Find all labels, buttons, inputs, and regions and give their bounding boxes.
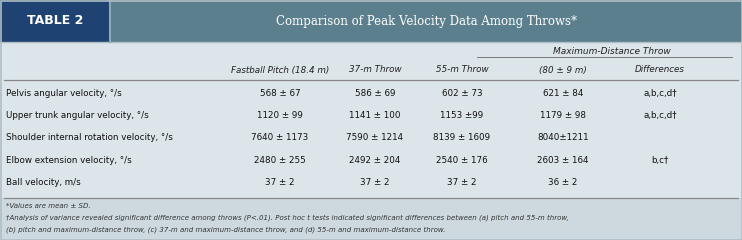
Bar — [0, 42, 742, 198]
Text: *Values are mean ± SD.: *Values are mean ± SD. — [6, 203, 91, 209]
Text: 1179 ± 98: 1179 ± 98 — [540, 111, 586, 120]
Text: Fastball Pitch (18.4 m): Fastball Pitch (18.4 m) — [231, 66, 329, 74]
Text: 2480 ± 255: 2480 ± 255 — [254, 156, 306, 165]
Text: 1120 ± 99: 1120 ± 99 — [257, 111, 303, 120]
Text: †Analysis of variance revealed significant difference among throws (P<.01). Post: †Analysis of variance revealed significa… — [6, 215, 569, 221]
Text: 2540 ± 176: 2540 ± 176 — [436, 156, 487, 165]
Bar — [0, 0, 110, 42]
Text: Comparison of Peak Velocity Data Among Throws*: Comparison of Peak Velocity Data Among T… — [275, 14, 577, 28]
Text: 8139 ± 1609: 8139 ± 1609 — [433, 133, 490, 143]
Text: Maximum-Distance Throw: Maximum-Distance Throw — [553, 47, 670, 56]
Text: (80 ± 9 m): (80 ± 9 m) — [539, 66, 587, 74]
Text: 8040±1211: 8040±1211 — [537, 133, 589, 143]
Text: 586 ± 69: 586 ± 69 — [355, 89, 395, 98]
Text: 37-m Throw: 37-m Throw — [349, 66, 401, 74]
Text: 621 ± 84: 621 ± 84 — [543, 89, 583, 98]
Text: 602 ± 73: 602 ± 73 — [441, 89, 482, 98]
Text: a,b,c,d†: a,b,c,d† — [643, 111, 677, 120]
Text: b,c†: b,c† — [651, 156, 669, 165]
Text: 37 ± 2: 37 ± 2 — [447, 178, 477, 187]
Text: Shoulder internal rotation velocity, °/s: Shoulder internal rotation velocity, °/s — [6, 133, 173, 143]
Text: 36 ± 2: 36 ± 2 — [548, 178, 578, 187]
Text: 2603 ± 164: 2603 ± 164 — [537, 156, 588, 165]
Text: Pelvis angular velocity, °/s: Pelvis angular velocity, °/s — [6, 89, 122, 98]
Text: 1141 ± 100: 1141 ± 100 — [349, 111, 401, 120]
Bar — [0, 198, 742, 240]
Text: 37 ± 2: 37 ± 2 — [265, 178, 295, 187]
Text: 568 ± 67: 568 ± 67 — [260, 89, 301, 98]
Text: 7590 ± 1214: 7590 ± 1214 — [347, 133, 404, 143]
Text: Elbow extension velocity, °/s: Elbow extension velocity, °/s — [6, 156, 132, 165]
Text: Ball velocity, m/s: Ball velocity, m/s — [6, 178, 81, 187]
Text: Upper trunk angular velocity, °/s: Upper trunk angular velocity, °/s — [6, 111, 148, 120]
Text: 37 ± 2: 37 ± 2 — [361, 178, 390, 187]
Text: 2492 ± 204: 2492 ± 204 — [349, 156, 401, 165]
Text: Differences: Differences — [635, 66, 685, 74]
Text: a,b,c,d†: a,b,c,d† — [643, 89, 677, 98]
Text: (b) pitch and maximum-distance throw, (c) 37-m and maximum-distance throw, and (: (b) pitch and maximum-distance throw, (c… — [6, 227, 445, 233]
Text: 55-m Throw: 55-m Throw — [436, 66, 488, 74]
Text: 1153 ±99: 1153 ±99 — [440, 111, 484, 120]
Text: 7640 ± 1173: 7640 ± 1173 — [252, 133, 309, 143]
Bar — [110, 0, 742, 42]
Text: TABLE 2: TABLE 2 — [27, 14, 83, 28]
